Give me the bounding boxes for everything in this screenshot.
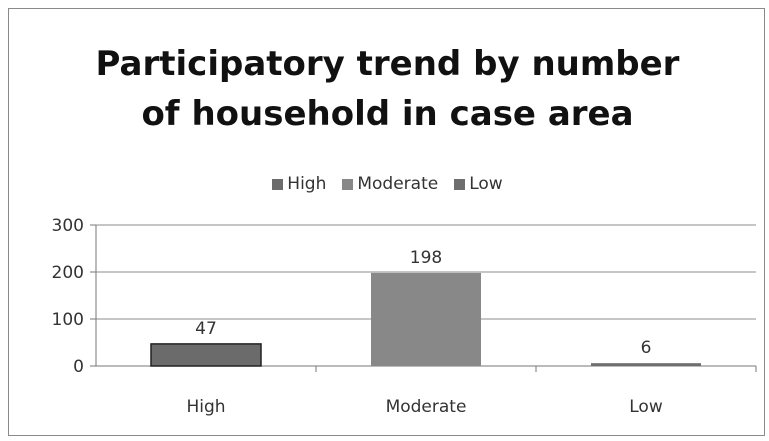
bar-moderate (371, 272, 481, 366)
x-tick-label-moderate: Moderate (386, 397, 467, 417)
y-tick-label: 200 (52, 263, 84, 283)
legend-item-low: Low (454, 174, 503, 194)
legend-swatch-high (272, 178, 284, 190)
legend-label-moderate: Moderate (357, 174, 439, 194)
chart-frame: Participatory trend by number of househo… (8, 8, 765, 436)
legend-label-high: High (287, 174, 327, 194)
bar-low (591, 363, 701, 366)
legend-item-high: High (272, 174, 326, 194)
chart-title-line-2: of household in case area (141, 94, 634, 134)
legend-item-moderate: Moderate (342, 174, 438, 194)
legend: High Moderate Low (9, 174, 766, 194)
bar-high (150, 343, 262, 367)
chart-title-line-1: Participatory trend by number (95, 44, 680, 84)
data-label-high: 47 (195, 319, 217, 339)
y-tick-label: 300 (52, 216, 84, 236)
legend-swatch-low (454, 178, 466, 190)
y-tick-label: 100 (52, 310, 84, 330)
data-label-low: 6 (641, 338, 652, 358)
x-tick-label-high: High (186, 397, 225, 417)
plot-area: 0 100 200 300 47 High 198 Moderate 6 Low (52, 216, 757, 417)
legend-swatch-moderate (342, 178, 354, 190)
x-tick-label-low: Low (629, 397, 663, 417)
y-tick-label: 0 (73, 357, 84, 377)
data-label-moderate: 198 (410, 248, 442, 268)
legend-label-low: Low (469, 174, 503, 194)
chart-title: Participatory trend by number of househo… (9, 39, 766, 139)
